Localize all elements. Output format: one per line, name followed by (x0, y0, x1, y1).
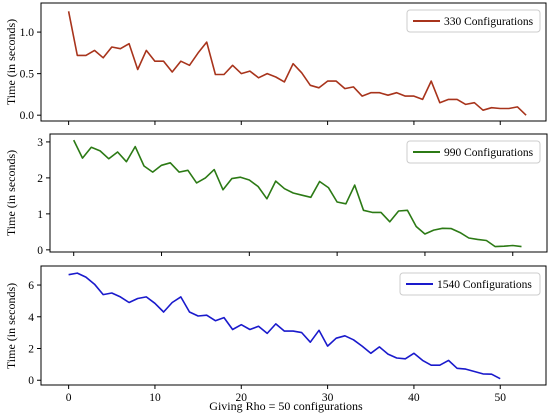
panel-1-y-tick-label: 0.0 (20, 110, 35, 122)
panel-2: 0 1 2 3 Time (in seconds) 990 Configuration… (4, 133, 548, 257)
panel-1-legend-label: 330 Configurations (444, 16, 534, 28)
panel-3-x-tick-label: 40 (408, 392, 420, 404)
panel-3-x-tick-label: 20 (236, 392, 248, 404)
panel-3-legend: 1540 Configurations (399, 272, 541, 296)
panel-2-legend-label: 990 Configurations (444, 147, 534, 159)
panel-3-x-tick-label: 30 (322, 392, 334, 404)
panel-1-legend: 330 Configurations (406, 9, 541, 33)
panel-1-y-tick-label: 1.0 (20, 27, 35, 39)
panel-3-series-line (68, 272, 501, 380)
panel-3-y-axis-label: Time (in seconds) (4, 283, 18, 369)
panel-1-y-tick-label: 0.5 (20, 69, 35, 81)
panel-3-x-tick-label: 10 (149, 392, 161, 404)
panel-2-frame (49, 133, 548, 253)
panel-3-axes: 0 2 4 6 0 10 20 30 40 50 (28, 280, 506, 404)
panel-3-y-tick-label: 0 (28, 375, 34, 387)
panel-1: 0.0 0.5 1.0 Time (in seconds) 330 Configur… (4, 2, 547, 125)
panel-3: 0 2 4 6 0 10 20 30 40 50 Time (in seconds) Giving… (4, 265, 547, 413)
panel-2-y-axis-label: Time (in seconds) (4, 150, 18, 236)
panel-3-x-tick-label: 50 (494, 392, 506, 404)
panel-2-series (72, 139, 522, 248)
panel-1-legend-box (406, 9, 541, 33)
panel-1-series (67, 11, 527, 116)
panel-3-x-tick-label: 0 (66, 392, 72, 404)
panel-2-y-tick-label: 1 (37, 209, 43, 221)
panel-2-y-tick-label: 0 (37, 245, 43, 257)
panel-2-axes: 0 1 2 3 (37, 137, 514, 257)
panel-2-y-tick-label: 2 (37, 173, 43, 185)
panel-3-y-tick-label: 2 (28, 344, 34, 356)
panel-3-y-tick-label: 6 (28, 280, 34, 292)
panel-2-series-line (72, 139, 522, 248)
panel-3-legend-label: 1540 Configurations (437, 279, 532, 291)
panel-3-legend-box (399, 272, 541, 296)
panel-2-legend: 990 Configurations (406, 140, 541, 164)
panel-2-legend-box (406, 140, 541, 164)
panel-3-y-tick-label: 4 (28, 312, 34, 324)
panel-3-frame (40, 265, 547, 386)
panel-1-frame (40, 2, 547, 122)
panel-1-series-line (67, 11, 527, 116)
panel-3-series (68, 272, 501, 380)
panel-1-axes: 0.0 0.5 1.0 (20, 27, 501, 125)
panel-2-y-tick-label: 3 (37, 137, 43, 149)
panel-1-y-axis-label: Time (in seconds) (4, 19, 18, 105)
x-axis-label: Giving Rho = 50 configurations (209, 399, 363, 413)
